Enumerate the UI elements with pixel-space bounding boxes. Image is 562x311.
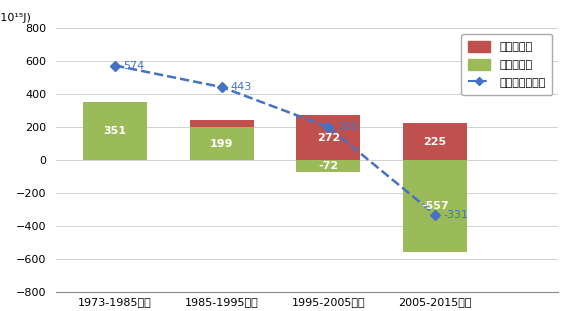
Bar bbox=[190, 127, 254, 160]
Bar bbox=[190, 120, 254, 160]
Text: 244: 244 bbox=[210, 102, 234, 112]
Text: 199: 199 bbox=[210, 139, 234, 149]
Bar bbox=[297, 160, 360, 172]
Text: -331: -331 bbox=[443, 210, 469, 220]
Text: 225: 225 bbox=[424, 137, 447, 146]
Text: -72: -72 bbox=[319, 161, 338, 171]
Text: 272: 272 bbox=[317, 133, 340, 143]
Text: 200: 200 bbox=[337, 122, 358, 132]
Text: 224: 224 bbox=[103, 79, 127, 89]
Bar bbox=[83, 102, 147, 160]
Text: (10¹⁵J): (10¹⁵J) bbox=[0, 13, 31, 23]
Text: 443: 443 bbox=[230, 82, 252, 92]
Bar bbox=[403, 123, 467, 160]
Text: -557: -557 bbox=[422, 201, 449, 211]
Text: 574: 574 bbox=[124, 61, 145, 71]
Legend: 世帯数要因, 原単位要因, エネルギー増減: 世帯数要因, 原単位要因, エネルギー増減 bbox=[461, 34, 552, 95]
Bar bbox=[83, 123, 147, 160]
Bar bbox=[403, 160, 467, 252]
Bar bbox=[297, 115, 360, 160]
Text: 351: 351 bbox=[103, 126, 126, 136]
